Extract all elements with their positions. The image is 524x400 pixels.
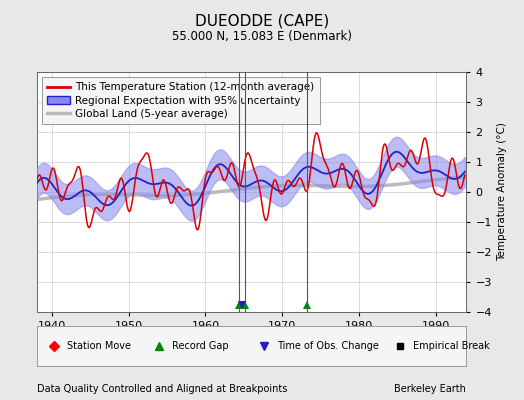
Text: Data Quality Controlled and Aligned at Breakpoints: Data Quality Controlled and Aligned at B…: [37, 384, 287, 394]
Y-axis label: Temperature Anomaly (°C): Temperature Anomaly (°C): [497, 122, 507, 262]
Text: 55.000 N, 15.083 E (Denmark): 55.000 N, 15.083 E (Denmark): [172, 30, 352, 43]
Legend: This Temperature Station (12-month average), Regional Expectation with 95% uncer: This Temperature Station (12-month avera…: [42, 77, 320, 124]
Text: Station Move: Station Move: [67, 341, 131, 351]
Text: Berkeley Earth: Berkeley Earth: [395, 384, 466, 394]
Text: Empirical Break: Empirical Break: [413, 341, 489, 351]
Text: DUEODDE (CAPE): DUEODDE (CAPE): [195, 14, 329, 29]
Text: Record Gap: Record Gap: [172, 341, 228, 351]
Text: Time of Obs. Change: Time of Obs. Change: [277, 341, 379, 351]
